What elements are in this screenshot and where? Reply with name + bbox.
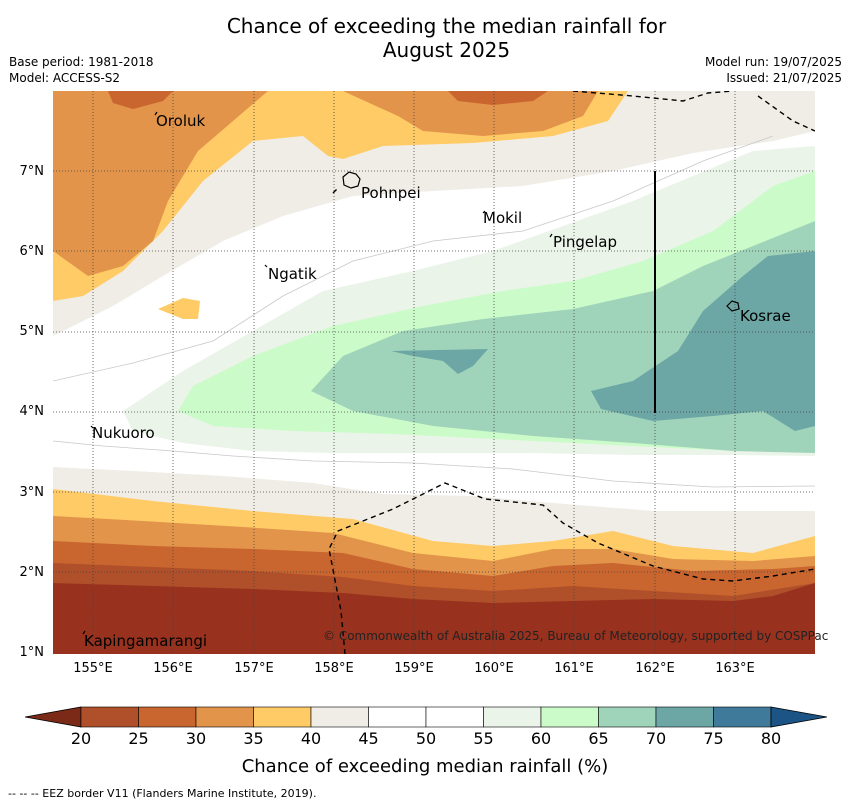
contour-darkbrown-south xyxy=(53,583,815,654)
lat-tick-label: 1°N xyxy=(19,645,45,660)
lat-tick-label: 5°N xyxy=(19,324,45,339)
colorbar-over-arrow xyxy=(770,706,828,728)
lon-tick-label: 158°E xyxy=(314,661,354,676)
colorbar-segment xyxy=(310,706,369,728)
colorbar-tick-label: 60 xyxy=(530,729,552,748)
copyright-notice: © Commonwealth of Australia 2025, Bureau… xyxy=(323,629,829,643)
colorbar-segment xyxy=(138,706,197,728)
colorbar-tick-label: 25 xyxy=(128,729,149,748)
colorbar-tick-label: 50 xyxy=(415,729,437,748)
colorbar-tick-label: 80 xyxy=(760,729,782,748)
colorbar-tick-label: 75 xyxy=(703,729,724,748)
lon-tick-label: 161°E xyxy=(554,661,594,676)
contour-orange-north-b xyxy=(343,91,598,136)
lat-tick-label: 4°N xyxy=(19,404,45,419)
place-label-ngatik: Ngatik xyxy=(268,265,317,283)
eez-footnote: -- -- -- EEZ border V11 (Flanders Marine… xyxy=(8,787,317,800)
colorbar-segment xyxy=(655,706,714,728)
chart-title-line2: August 2025 xyxy=(382,38,511,62)
colorbar-tick-label: 40 xyxy=(300,729,322,748)
chart-title-line1: Chance of exceeding the median rainfall … xyxy=(226,14,667,38)
lat-tick-label: 2°N xyxy=(19,565,45,580)
colorbar-svg xyxy=(24,706,828,728)
lat-tick-label: 3°N xyxy=(19,485,45,500)
colorbar-tick-label: 45 xyxy=(358,729,379,748)
model-run-date: Model run: 19/07/2025 xyxy=(704,55,842,69)
place-label-nukuoro: Nukuoro xyxy=(92,424,155,442)
kosrae-island xyxy=(726,300,740,312)
lon-tick-label: 159°E xyxy=(394,661,434,676)
colorbar-label: Chance of exceeding median rainfall (%) xyxy=(241,756,609,777)
map-svg xyxy=(53,91,815,654)
contour-brown-north-b xyxy=(448,91,548,105)
colorbar-segment xyxy=(425,706,484,728)
place-label-kosrae: Kosrae xyxy=(740,307,791,325)
colorbar xyxy=(24,706,828,728)
colorbar-segment xyxy=(540,706,599,728)
contour-line xyxy=(53,440,815,488)
colorbar-tick-label: 70 xyxy=(645,729,667,748)
contour-orange-north xyxy=(53,91,268,276)
lat-tick-label: 7°N xyxy=(19,164,45,179)
colorbar-segment xyxy=(713,706,772,728)
colorbar-tick-label: 30 xyxy=(185,729,207,748)
lon-tick-label: 162°E xyxy=(635,661,675,676)
base-period: Base period: 1981-2018 xyxy=(9,55,154,69)
lon-tick-label: 156°E xyxy=(153,661,193,676)
contour-teal-main xyxy=(591,251,815,431)
colorbar-segment xyxy=(253,706,312,728)
colorbar-tick-label: 20 xyxy=(70,729,92,748)
colorbar-segment xyxy=(80,706,139,728)
colorbar-segment xyxy=(368,706,427,728)
colorbar-segment xyxy=(598,706,657,728)
model-name: Model: ACCESS-S2 xyxy=(9,71,121,85)
colorbar-under-arrow xyxy=(24,706,82,728)
place-label-oroluk: Oroluk xyxy=(156,112,206,130)
place-label-pingelap: Pingelap xyxy=(553,233,618,251)
contour-yellow-blob xyxy=(158,298,200,319)
rainfall-probability-map xyxy=(53,91,815,654)
eez-border xyxy=(328,91,815,654)
map-frame xyxy=(53,91,816,655)
colorbar-tick-label: 55 xyxy=(473,729,494,748)
lon-tick-label: 155°E xyxy=(73,661,113,676)
contour-brown-north-a xyxy=(108,91,173,109)
colorbar-tick-label: 35 xyxy=(243,729,264,748)
colorbar-tick-label: 65 xyxy=(588,729,609,748)
pohnpei-island xyxy=(342,171,361,189)
contour-beige-north xyxy=(53,91,815,336)
atoll-marks xyxy=(82,111,553,635)
lon-tick-label: 157°E xyxy=(234,661,274,676)
place-label-pohnpei: Pohnpei xyxy=(361,184,421,202)
place-label-mokil: Mokil xyxy=(483,209,523,227)
contour-teal-island xyxy=(391,349,488,374)
colorbar-segment xyxy=(195,706,254,728)
place-label-kapingamarangi: Kapingamarangi xyxy=(84,632,208,650)
colorbar-segment xyxy=(483,706,542,728)
lon-tick-label: 163°E xyxy=(715,661,755,676)
lon-tick-label: 160°E xyxy=(474,661,514,676)
issued-date: Issued: 21/07/2025 xyxy=(726,71,842,85)
lat-tick-label: 6°N xyxy=(19,244,45,259)
